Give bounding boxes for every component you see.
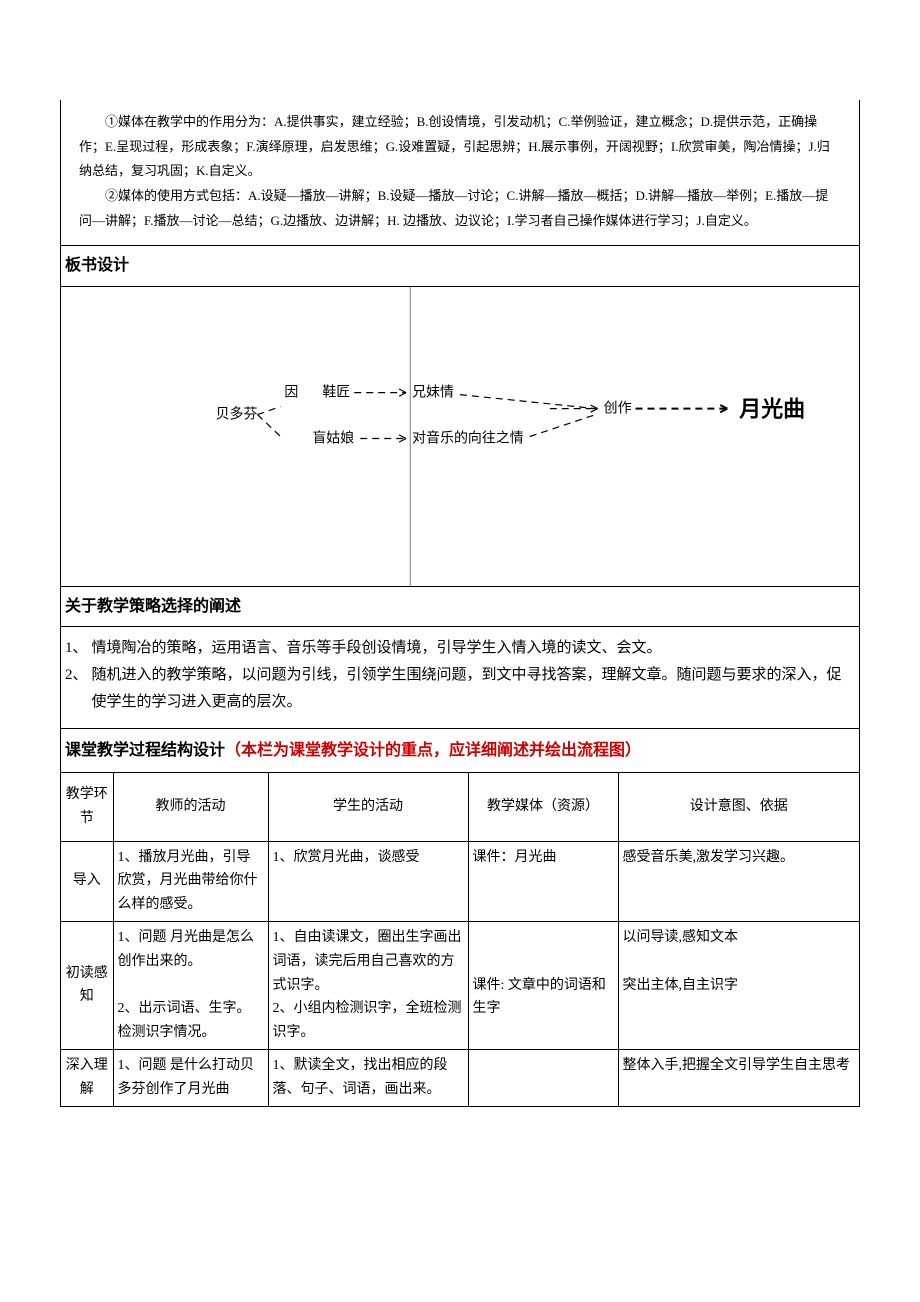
student-cell: 1、欣赏月光曲，谈感受 [268, 841, 468, 921]
diagram-node-yin: 因 [284, 385, 298, 400]
media-note-2: ②媒体的使用方式包括：A.设疑—播放—讲解；B.设疑—播放—讨论；C.讲解—播放… [79, 184, 841, 233]
strategy-title: 关于教学策略选择的阐述 [61, 587, 859, 627]
strategy-body: 1、情境陶冶的策略，运用语言、音乐等手段创设情境，引导学生入情入境的读文、会文。… [61, 627, 859, 729]
table-row: 深入理解1、问题 是什么打动贝多芬创作了月光曲1、默读全文，找出相应的段落、句子… [61, 1049, 859, 1105]
media-note-1: ①媒体在教学中的作用分为：A.提供事实，建立经验；B.创设情境，引发动机；C.举… [79, 110, 841, 184]
diagram-node-yueguang: 月光曲 [738, 396, 805, 421]
diagram-edge [460, 394, 596, 408]
process-table-header-row: 教学环节 教师的活动 学生的活动 教学媒体（资源） 设计意图、依据 [61, 773, 859, 841]
document-frame: ①媒体在教学中的作用分为：A.提供事实，建立经验；B.创设情境，引发动机；C.举… [60, 100, 860, 1107]
page: ①媒体在教学中的作用分为：A.提供事实，建立经验；B.创设情境，引发动机；C.举… [0, 0, 920, 1227]
diagram-edge [258, 406, 281, 414]
diagram-node-beethoven: 贝多芬 [216, 405, 258, 422]
table-row: 导入1、播放月光曲，引导欣赏，月光曲带给你什么样的感受。1、欣赏月光曲，谈感受课… [61, 841, 859, 921]
strategy-item-number: 2、 [65, 662, 92, 716]
strategy-item-number: 1、 [65, 635, 92, 662]
media-cell [468, 1049, 618, 1105]
col-intent: 设计意图、依据 [618, 773, 859, 841]
strategy-item-text: 随机进入的教学策略，以问题为引线，引领学生围绕问题，到文中寻找答案，理解文章。随… [92, 662, 855, 716]
col-student: 学生的活动 [268, 773, 468, 841]
diagram-edge [530, 414, 596, 436]
board-design-title: 板书设计 [61, 246, 859, 286]
process-table: 教学环节 教师的活动 学生的活动 教学媒体（资源） 设计意图、依据 导入1、播放… [61, 773, 859, 1106]
intent-cell: 整体入手,把握全文引导学生自主思考 [618, 1049, 859, 1105]
strategy-item: 1、情境陶冶的策略，运用语言、音乐等手段创设情境，引导学生入情入境的读文、会文。 [65, 635, 855, 662]
process-title-red: （本栏为课堂教学设计的重点，应详细阐述并绘出流程图） [225, 742, 641, 759]
diagram-node-chuangzuo: 创作 [604, 400, 632, 416]
stage-cell: 初读感知 [61, 921, 113, 1049]
media-cell: 课件: 文章中的词语和生字 [468, 921, 618, 1049]
diagram-node-xiongmei: 兄妹情 [412, 384, 454, 400]
col-stage: 教学环节 [61, 773, 113, 841]
stage-cell: 导入 [61, 841, 113, 921]
intent-cell: 以问导读,感知文本突出主体,自主识字 [618, 921, 859, 1049]
diagram-node-xiejiang: 鞋匠 [322, 384, 350, 400]
process-title: 课堂教学过程结构设计（本栏为课堂教学设计的重点，应详细阐述并绘出流程图） [61, 729, 859, 773]
student-cell: 1、默读全文，找出相应的段落、句子、词语，画出来。 [268, 1049, 468, 1105]
media-notes: ①媒体在教学中的作用分为：A.提供事实，建立经验；B.创设情境，引发动机；C.举… [61, 100, 859, 246]
diagram-node-manggu: 盲姑娘 [312, 429, 354, 446]
col-media: 教学媒体（资源） [468, 773, 618, 841]
col-teacher: 教师的活动 [113, 773, 268, 841]
student-cell: 1、自由读课文，圈出生字画出词语，读完后用自己喜欢的方式识字。2、小组内检测识字… [268, 921, 468, 1049]
teacher-cell: 1、播放月光曲，引导欣赏，月光曲带给你什么样的感受。 [113, 841, 268, 921]
stage-cell: 深入理解 [61, 1049, 113, 1105]
teacher-cell: 1、问题 月光曲是怎么创作出来的。2、出示词语、生字。检测识字情况。 [113, 921, 268, 1049]
board-diagram: 贝多芬 因 鞋匠盲姑娘 兄妹情对音乐的向往之情 创作 月光曲 [61, 287, 859, 586]
strategy-item-text: 情境陶冶的策略，运用语言、音乐等手段创设情境，引导学生入情入境的读文、会文。 [92, 635, 855, 662]
process-title-black: 课堂教学过程结构设计 [65, 742, 225, 759]
strategy-item: 2、随机进入的教学策略，以问题为引线，引领学生围绕问题，到文中寻找答案，理解文章… [65, 662, 855, 716]
diagram-edge [258, 414, 281, 436]
diagram-node-yinyue: 对音乐的向往之情 [412, 429, 524, 446]
table-row: 初读感知1、问题 月光曲是怎么创作出来的。2、出示词语、生字。检测识字情况。1、… [61, 921, 859, 1049]
board-design-body: 贝多芬 因 鞋匠盲姑娘 兄妹情对音乐的向往之情 创作 月光曲 [61, 287, 859, 587]
intent-cell: 感受音乐美,激发学习兴趣。 [618, 841, 859, 921]
media-cell: 课件：月光曲 [468, 841, 618, 921]
teacher-cell: 1、问题 是什么打动贝多芬创作了月光曲 [113, 1049, 268, 1105]
